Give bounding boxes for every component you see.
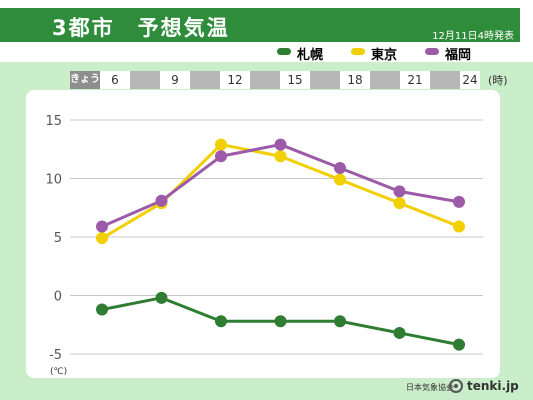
hour-gap	[250, 71, 280, 89]
data-point	[334, 315, 346, 328]
data-point	[334, 161, 346, 174]
data-point	[334, 173, 346, 186]
hour-gap	[310, 71, 340, 89]
data-point	[215, 315, 227, 328]
data-point	[96, 303, 108, 316]
data-point	[96, 232, 108, 245]
legend-label-fukuoka: 福岡	[445, 48, 472, 63]
legend-label-tokyo: 東京	[371, 48, 398, 63]
data-point	[274, 150, 287, 163]
hour-label: 21	[400, 71, 430, 89]
tenki-logo-icon	[449, 379, 463, 393]
data-point	[155, 291, 168, 304]
y-tick-label: 10	[45, 173, 62, 188]
hour-label: 24	[460, 71, 480, 89]
hour-label: 9	[160, 71, 190, 89]
hour-label: 15	[280, 71, 310, 89]
legend: 札幌 東京 福岡	[0, 44, 533, 63]
hour-unit: (時)	[488, 74, 508, 87]
credit-brand: tenki.jp	[467, 379, 519, 393]
y-tick-label: 0	[54, 290, 62, 305]
title-bar: 3都市 予想気温 12月11日4時発表	[0, 8, 520, 42]
data-point	[393, 326, 406, 339]
data-point	[155, 194, 168, 207]
header: 3都市 予想気温 12月11日4時発表 札幌 東京 福岡	[0, 0, 533, 63]
hour-label: 12	[220, 71, 250, 89]
hour-gap	[430, 71, 460, 89]
data-point	[96, 220, 108, 233]
data-point	[274, 315, 287, 328]
y-tick-label: -5	[49, 348, 62, 363]
y-axis-unit: (℃)	[50, 367, 67, 377]
day-label: きょう	[70, 71, 100, 89]
legend-swatch-sapporo	[277, 48, 291, 55]
data-point	[453, 338, 465, 351]
y-tick-label: 15	[45, 114, 62, 129]
hour-label: 6	[100, 71, 130, 89]
data-point	[215, 150, 227, 163]
data-point	[215, 138, 227, 151]
hour-label: 18	[340, 71, 370, 89]
legend-swatch-fukuoka	[425, 48, 439, 55]
credit-agency: 日本気象協会	[406, 383, 454, 392]
chart-title: 3都市 予想気温	[52, 16, 230, 40]
data-point	[274, 138, 287, 151]
y-tick-label: 5	[54, 231, 62, 246]
legend-swatch-tokyo	[351, 48, 365, 55]
time-axis-bar: きょう 6 9 12 15 18 21 24	[70, 71, 480, 89]
data-point	[393, 185, 406, 198]
data-point	[453, 195, 465, 208]
data-point	[393, 197, 406, 210]
hour-gap	[190, 71, 220, 89]
hour-gap	[370, 71, 400, 89]
hour-gap	[130, 71, 160, 89]
data-point	[453, 220, 465, 233]
legend-label-sapporo: 札幌	[297, 48, 324, 63]
issued-time: 12月11日4時発表	[432, 31, 514, 42]
